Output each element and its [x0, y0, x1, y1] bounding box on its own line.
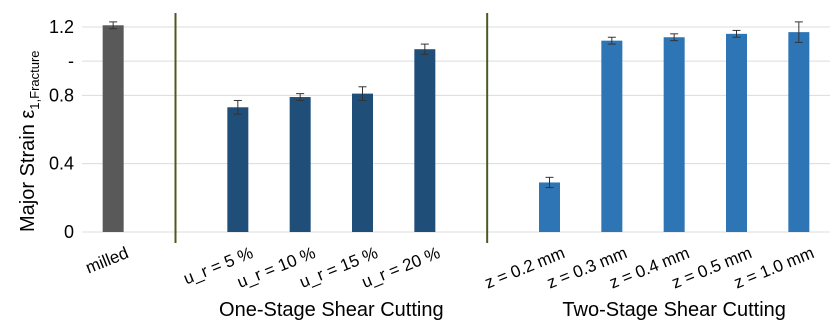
group-label: Two-Stage Shear Cutting — [562, 299, 785, 321]
y-axis-label-subscript: 1,Fracture — [27, 50, 42, 109]
bar — [227, 107, 249, 232]
y-tick-label: 1.2 — [49, 17, 74, 37]
grid-lines — [82, 26, 830, 233]
y-tick-label: 0.4 — [49, 154, 74, 174]
bar — [414, 49, 436, 233]
bar — [289, 97, 311, 233]
bar — [726, 33, 747, 233]
y-tick-label: - — [68, 51, 74, 71]
x-tick-label: milled — [83, 243, 131, 277]
bar — [601, 40, 623, 232]
y-axis: 0 0.4 0.8 - 1.2 — [49, 17, 74, 242]
bar — [352, 93, 373, 232]
error-bars — [109, 21, 803, 189]
y-tick-label: 0.8 — [49, 85, 74, 105]
group-separators — [174, 13, 489, 243]
y-axis-label-main: Major Strain ε — [17, 110, 39, 232]
group-labels: One-Stage Shear Cutting Two-Stage Shear C… — [219, 299, 786, 321]
group-label: One-Stage Shear Cutting — [219, 299, 444, 321]
y-tick-label: 0 — [64, 222, 74, 242]
bar — [539, 182, 560, 232]
bars — [102, 25, 810, 233]
bar — [788, 32, 810, 232]
x-tick-labels: milled u_r = 5 %u_r = 10 %u_r = 15 %u_r =… — [83, 243, 817, 292]
bar — [102, 25, 124, 232]
y-axis-label: Major Strain ε1,Fracture — [17, 50, 42, 232]
bar — [663, 37, 685, 232]
